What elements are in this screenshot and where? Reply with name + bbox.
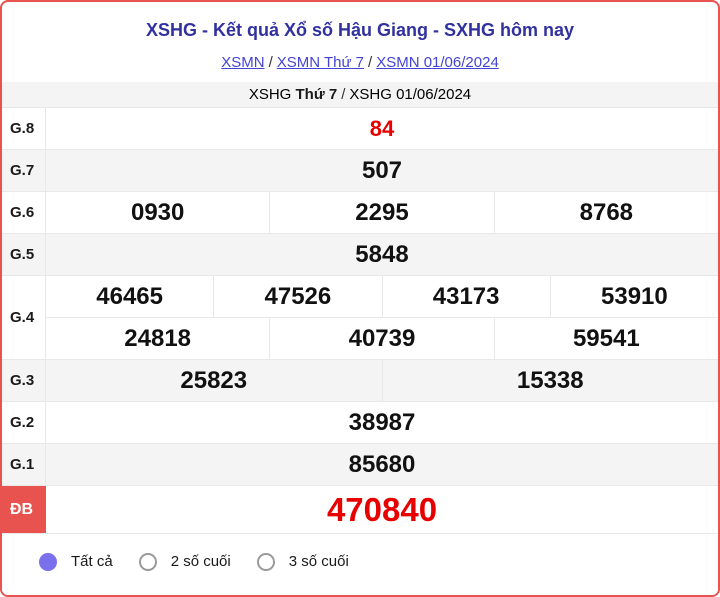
- prize-value-g4-5: 24818: [46, 318, 271, 359]
- radio-label-last2: 2 số cuối: [170, 553, 231, 570]
- prize-value-g4-7: 59541: [572, 324, 640, 352]
- prize-row-g2: G.2 38987: [2, 401, 718, 443]
- filter-bar: Tất cả 2 số cuối 3 số cuối: [2, 533, 718, 595]
- header: XSHG - Kết quả Xổ số Hậu Giang - SXHG hô…: [2, 2, 718, 107]
- breadcrumb-link-xsmn-thu7[interactable]: XSMN Thứ 7: [276, 54, 365, 71]
- prize-label-g4: G.4: [2, 276, 46, 359]
- prize-value-g4-4: 53910: [601, 282, 668, 310]
- prize-value-g4-3: 43173: [383, 276, 551, 317]
- prize-value-g5: 5848: [355, 240, 409, 268]
- prize-row-g1: G.1 85680: [2, 443, 718, 485]
- radio-unselected-icon[interactable]: [138, 552, 157, 571]
- prize-row-g7: G.7 507: [2, 149, 718, 191]
- breadcrumb: XSMN / XSMN Thứ 7/XSMN 01/06/2024: [2, 54, 718, 72]
- breadcrumb-separator: /: [368, 54, 373, 71]
- prize-label-g1: G.1: [2, 444, 46, 485]
- prize-value-g6-3: 8768: [579, 198, 634, 226]
- prize-row-g4: G.4 46465 47526 43173 53910 24818 40739 …: [2, 275, 718, 359]
- breadcrumb-link-xshg-thu7[interactable]: XSHG Thứ 7: [249, 86, 337, 103]
- prize-value-g3-1: 25823: [46, 360, 383, 401]
- prize-row-db: ĐB 470840: [2, 485, 718, 533]
- prize-value-db: 470840: [326, 490, 438, 528]
- radio-label-all: Tất cả: [71, 553, 113, 570]
- prize-label-g5: G.5: [2, 234, 46, 275]
- radio-option-last3[interactable]: 3 số cuối: [256, 552, 349, 571]
- prize-table: G.8 84 G.7 507 G.6 0930 2295 8768 G.5 58…: [2, 107, 718, 533]
- breadcrumb-separator: /: [341, 86, 346, 103]
- prize-label-g3: G.3: [2, 360, 46, 401]
- breadcrumb-separator: /: [268, 54, 273, 71]
- breadcrumb-link-xsmn-date[interactable]: XSMN 01/06/2024: [376, 54, 499, 71]
- prize-row-g6: G.6 0930 2295 8768: [2, 191, 718, 233]
- prize-value-g4-2: 47526: [214, 276, 383, 317]
- prize-value-g1: 85680: [348, 450, 416, 478]
- radio-label-last3: 3 số cuối: [288, 553, 349, 570]
- prize-row-g3: G.3 25823 15338: [2, 359, 718, 401]
- prize-value-g4-1: 46465: [46, 276, 215, 317]
- radio-option-last2[interactable]: 2 số cuối: [138, 552, 231, 571]
- xshg-link-text: XSHG: [248, 86, 292, 103]
- prize-row-g8: G.8 84: [2, 107, 718, 149]
- breadcrumb-link-xshg-date[interactable]: XSHG 01/06/2024: [349, 86, 472, 103]
- prize-value-g8: 84: [369, 115, 395, 141]
- prize-value-g3-2: 15338: [516, 366, 584, 394]
- radio-unselected-icon[interactable]: [256, 552, 275, 571]
- prize-label-db: ĐB: [2, 486, 46, 533]
- prize-label-g6: G.6: [2, 192, 46, 233]
- prize-value-g2: 38987: [348, 408, 416, 436]
- prize-value-g6-2: 2295: [270, 192, 495, 233]
- breadcrumb-link-xsmn[interactable]: XSMN: [221, 54, 265, 71]
- prize-value-g4-6: 40739: [270, 318, 495, 359]
- sub-breadcrumb-bar: XSHG Thứ 7/XSHG 01/06/2024: [2, 82, 718, 107]
- prize-label-g8: G.8: [2, 108, 46, 149]
- radio-selected-icon[interactable]: [39, 552, 57, 571]
- prize-value-g6-1: 0930: [46, 192, 271, 233]
- prize-row-g5: G.5 5848: [2, 233, 718, 275]
- prize-label-g2: G.2: [2, 402, 46, 443]
- prize-value-g7: 507: [361, 156, 403, 184]
- radio-option-all[interactable]: Tất cả: [39, 552, 113, 571]
- prize-label-g7: G.7: [2, 150, 46, 191]
- thu7-link-text: Thứ 7: [295, 86, 338, 103]
- page-title: XSHG - Kết quả Xổ số Hậu Giang - SXHG hô…: [145, 20, 575, 40]
